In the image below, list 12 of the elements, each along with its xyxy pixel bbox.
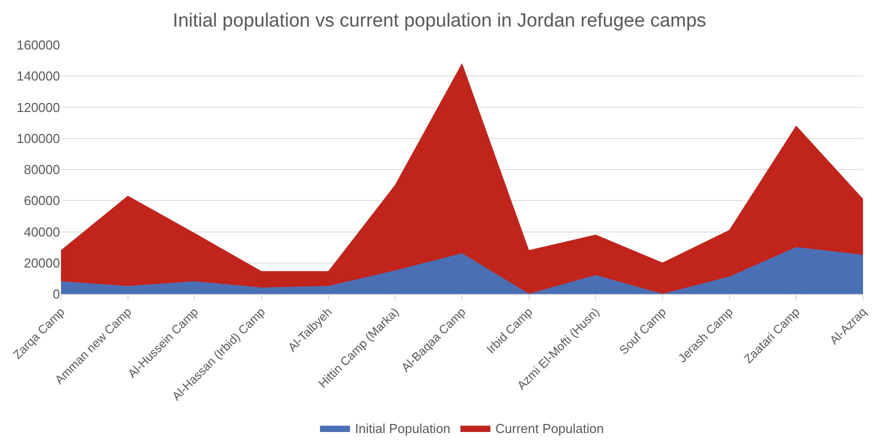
y-tick-label: 80000 (24, 162, 60, 178)
y-tick-label: 140000 (16, 68, 60, 84)
y-tick-label: 20000 (24, 255, 60, 270)
y-tick-label: 160000 (16, 38, 60, 53)
y-tick-label: 60000 (24, 193, 60, 208)
y-tick-label: 120000 (16, 100, 60, 115)
legend-label: Current Population (495, 421, 604, 436)
y-tick-label: 0 (52, 286, 60, 302)
legend-label: Initial Population (355, 421, 450, 436)
y-tick-label: 40000 (24, 224, 60, 240)
y-tick-label: 100000 (16, 130, 60, 146)
chart-title: Initial population vs current population in Jordan refugee camps (172, 10, 706, 32)
